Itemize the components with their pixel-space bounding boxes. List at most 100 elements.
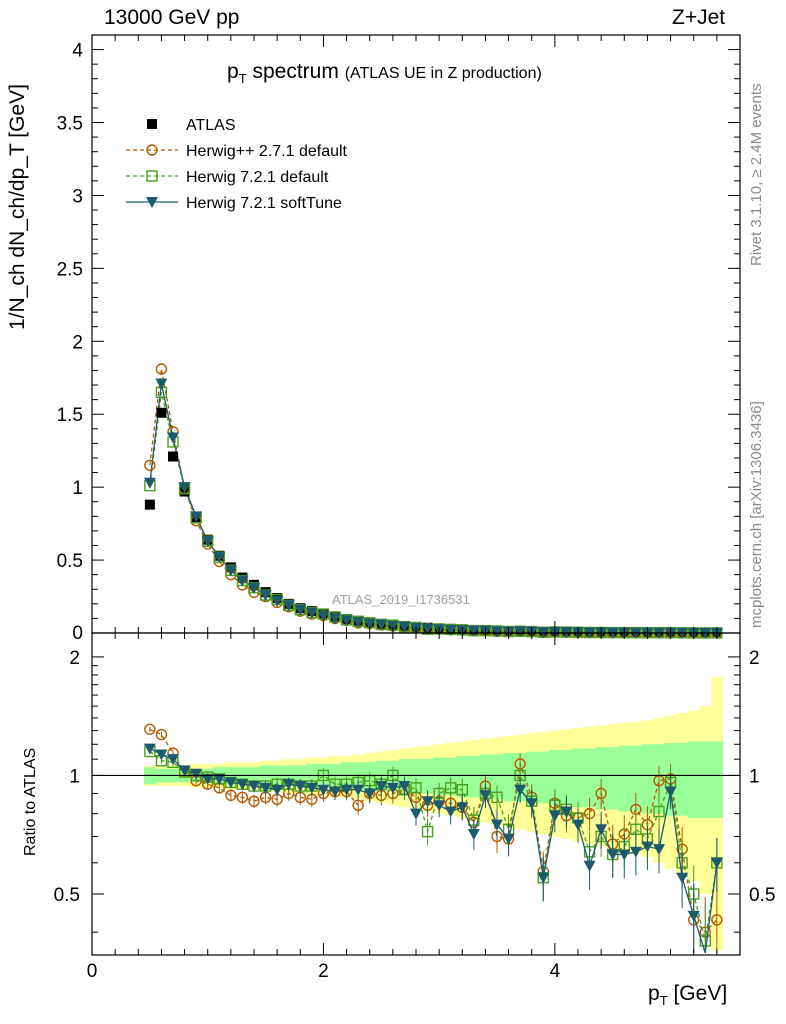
main-data-point bbox=[155, 378, 168, 390]
main-data-point bbox=[352, 616, 365, 628]
legend-marker bbox=[146, 144, 158, 156]
ratio-data-point bbox=[155, 728, 168, 741]
header-left-label: 13000 GeV pp bbox=[104, 6, 240, 29]
main-y-tick-label: 4 bbox=[72, 41, 83, 62]
ratio-data-point bbox=[375, 781, 388, 793]
main-data-point bbox=[167, 432, 179, 444]
legend-label: Herwig++ 2.7.1 default bbox=[186, 143, 348, 160]
title-sub: T bbox=[238, 71, 247, 87]
ratio-data-point bbox=[352, 784, 365, 796]
ratio-data-point bbox=[410, 782, 422, 794]
ratio-data-point bbox=[271, 784, 284, 796]
ratio-data-point bbox=[583, 860, 596, 872]
ratio-data-point bbox=[213, 773, 226, 785]
ratio-data-point bbox=[537, 872, 550, 884]
inner-band-segment bbox=[398, 759, 411, 794]
ratio-y-tick-label-right: 0.5 bbox=[749, 885, 775, 906]
main-y-tick-label: 1.5 bbox=[57, 405, 83, 426]
ratio-data-point bbox=[641, 841, 654, 853]
main-data-point bbox=[317, 610, 330, 622]
xlabel-rest: [GeV] bbox=[667, 982, 728, 1005]
ratio-data-point bbox=[514, 784, 527, 796]
rivet-version-label: Rivet 3.1.10, ≥ 2.4M events bbox=[748, 83, 765, 267]
ratio-y-tick-label-left: 1 bbox=[69, 766, 80, 787]
xlabel-sub: T bbox=[659, 993, 668, 1009]
ratio-data-point bbox=[653, 805, 665, 818]
axis-tick-labels: 0 0.5 1 1.5 2 2.5 3 3.5 4 0.5 0.5 1 1 2 2 0 2 4 bbox=[54, 41, 776, 982]
ratio-data-point bbox=[294, 781, 307, 793]
main-data-point bbox=[514, 626, 527, 638]
ratio-series-line bbox=[149, 728, 718, 934]
ratio-data-point bbox=[606, 849, 619, 861]
x-axis-label: pT [GeV] bbox=[648, 982, 727, 1008]
ratio-data-point bbox=[456, 802, 469, 814]
main-data-point bbox=[375, 619, 388, 631]
inner-band-segment bbox=[676, 742, 689, 816]
ratio-data-point bbox=[629, 846, 642, 858]
ratio-data-point bbox=[687, 910, 700, 922]
ratio-data-point bbox=[155, 749, 168, 761]
chart-title: pT spectrum (ATLAS UE in Z production) bbox=[227, 60, 542, 86]
ratio-data-point bbox=[445, 782, 457, 794]
ratio-data-point bbox=[398, 781, 411, 793]
inner-band-segment bbox=[444, 757, 457, 796]
ratio-data-point bbox=[583, 807, 596, 820]
main-data-point bbox=[444, 624, 457, 636]
ratio-data-point bbox=[224, 777, 237, 789]
ratio-data-point bbox=[711, 914, 723, 926]
ratio-data-point bbox=[410, 808, 422, 820]
ratio-y-tick-label-left: 0.5 bbox=[54, 885, 80, 906]
legend-label: ATLAS bbox=[186, 117, 236, 134]
main-data-point bbox=[156, 407, 167, 418]
main-data-point bbox=[329, 613, 341, 625]
inner-band-segment bbox=[572, 748, 585, 808]
ratio-data-point bbox=[467, 829, 480, 841]
inner-band-segment bbox=[618, 745, 631, 812]
inner-band-segment bbox=[606, 747, 619, 810]
inner-band-segment bbox=[433, 757, 446, 796]
ratio-data-point bbox=[699, 935, 711, 947]
ratio-data-point bbox=[352, 799, 364, 811]
ratio-data-point bbox=[618, 849, 631, 861]
ratio-data-point bbox=[710, 857, 723, 869]
ratio-data-point bbox=[144, 723, 156, 735]
ratio-data-point bbox=[236, 779, 249, 791]
xlabel-main: p bbox=[648, 982, 660, 1005]
inner-band-segment bbox=[583, 748, 596, 808]
ratio-data-point bbox=[305, 782, 318, 794]
ratio-data-point bbox=[201, 773, 214, 785]
main-data-point bbox=[236, 575, 249, 587]
inner-band-segment bbox=[641, 744, 654, 814]
main-data-point bbox=[386, 620, 399, 632]
mcplots-label: mcplots.cern.ch [arXiv:1306.3436] bbox=[748, 401, 765, 628]
ratio-data-point bbox=[421, 825, 434, 838]
main-data-point bbox=[201, 536, 214, 548]
main-y-tick-label: 0 bbox=[72, 623, 83, 644]
ratio-data-point bbox=[479, 790, 492, 802]
ratio-data-point bbox=[433, 800, 446, 812]
legend-marker bbox=[146, 197, 158, 208]
main-y-tick-label: 0.5 bbox=[57, 551, 83, 572]
main-data-point bbox=[467, 625, 480, 637]
inner-band-segment bbox=[630, 745, 643, 812]
ratio-data-point bbox=[190, 768, 203, 780]
main-data-point bbox=[259, 590, 272, 602]
main-data-point bbox=[143, 477, 156, 489]
title-note: (ATLAS UE in Z production) bbox=[344, 65, 542, 82]
main-data-point bbox=[421, 623, 434, 635]
inner-band-segment bbox=[502, 753, 515, 802]
x-tick-label: 2 bbox=[318, 961, 329, 982]
main-data-point bbox=[144, 499, 155, 510]
ratio-data-point bbox=[421, 796, 434, 808]
ratio-data-point bbox=[363, 788, 376, 800]
main-y-tick-label: 2.5 bbox=[57, 259, 83, 280]
ratio-y-axis-label: Ratio to ATLAS bbox=[22, 747, 39, 856]
ratio-data-point bbox=[491, 791, 503, 804]
inner-band-segment bbox=[560, 750, 573, 806]
ratio-data-point bbox=[444, 806, 457, 818]
main-data-point bbox=[398, 621, 411, 633]
ratio-data-point bbox=[248, 781, 260, 793]
main-data-point bbox=[144, 459, 156, 471]
inner-band-segment bbox=[456, 756, 469, 798]
